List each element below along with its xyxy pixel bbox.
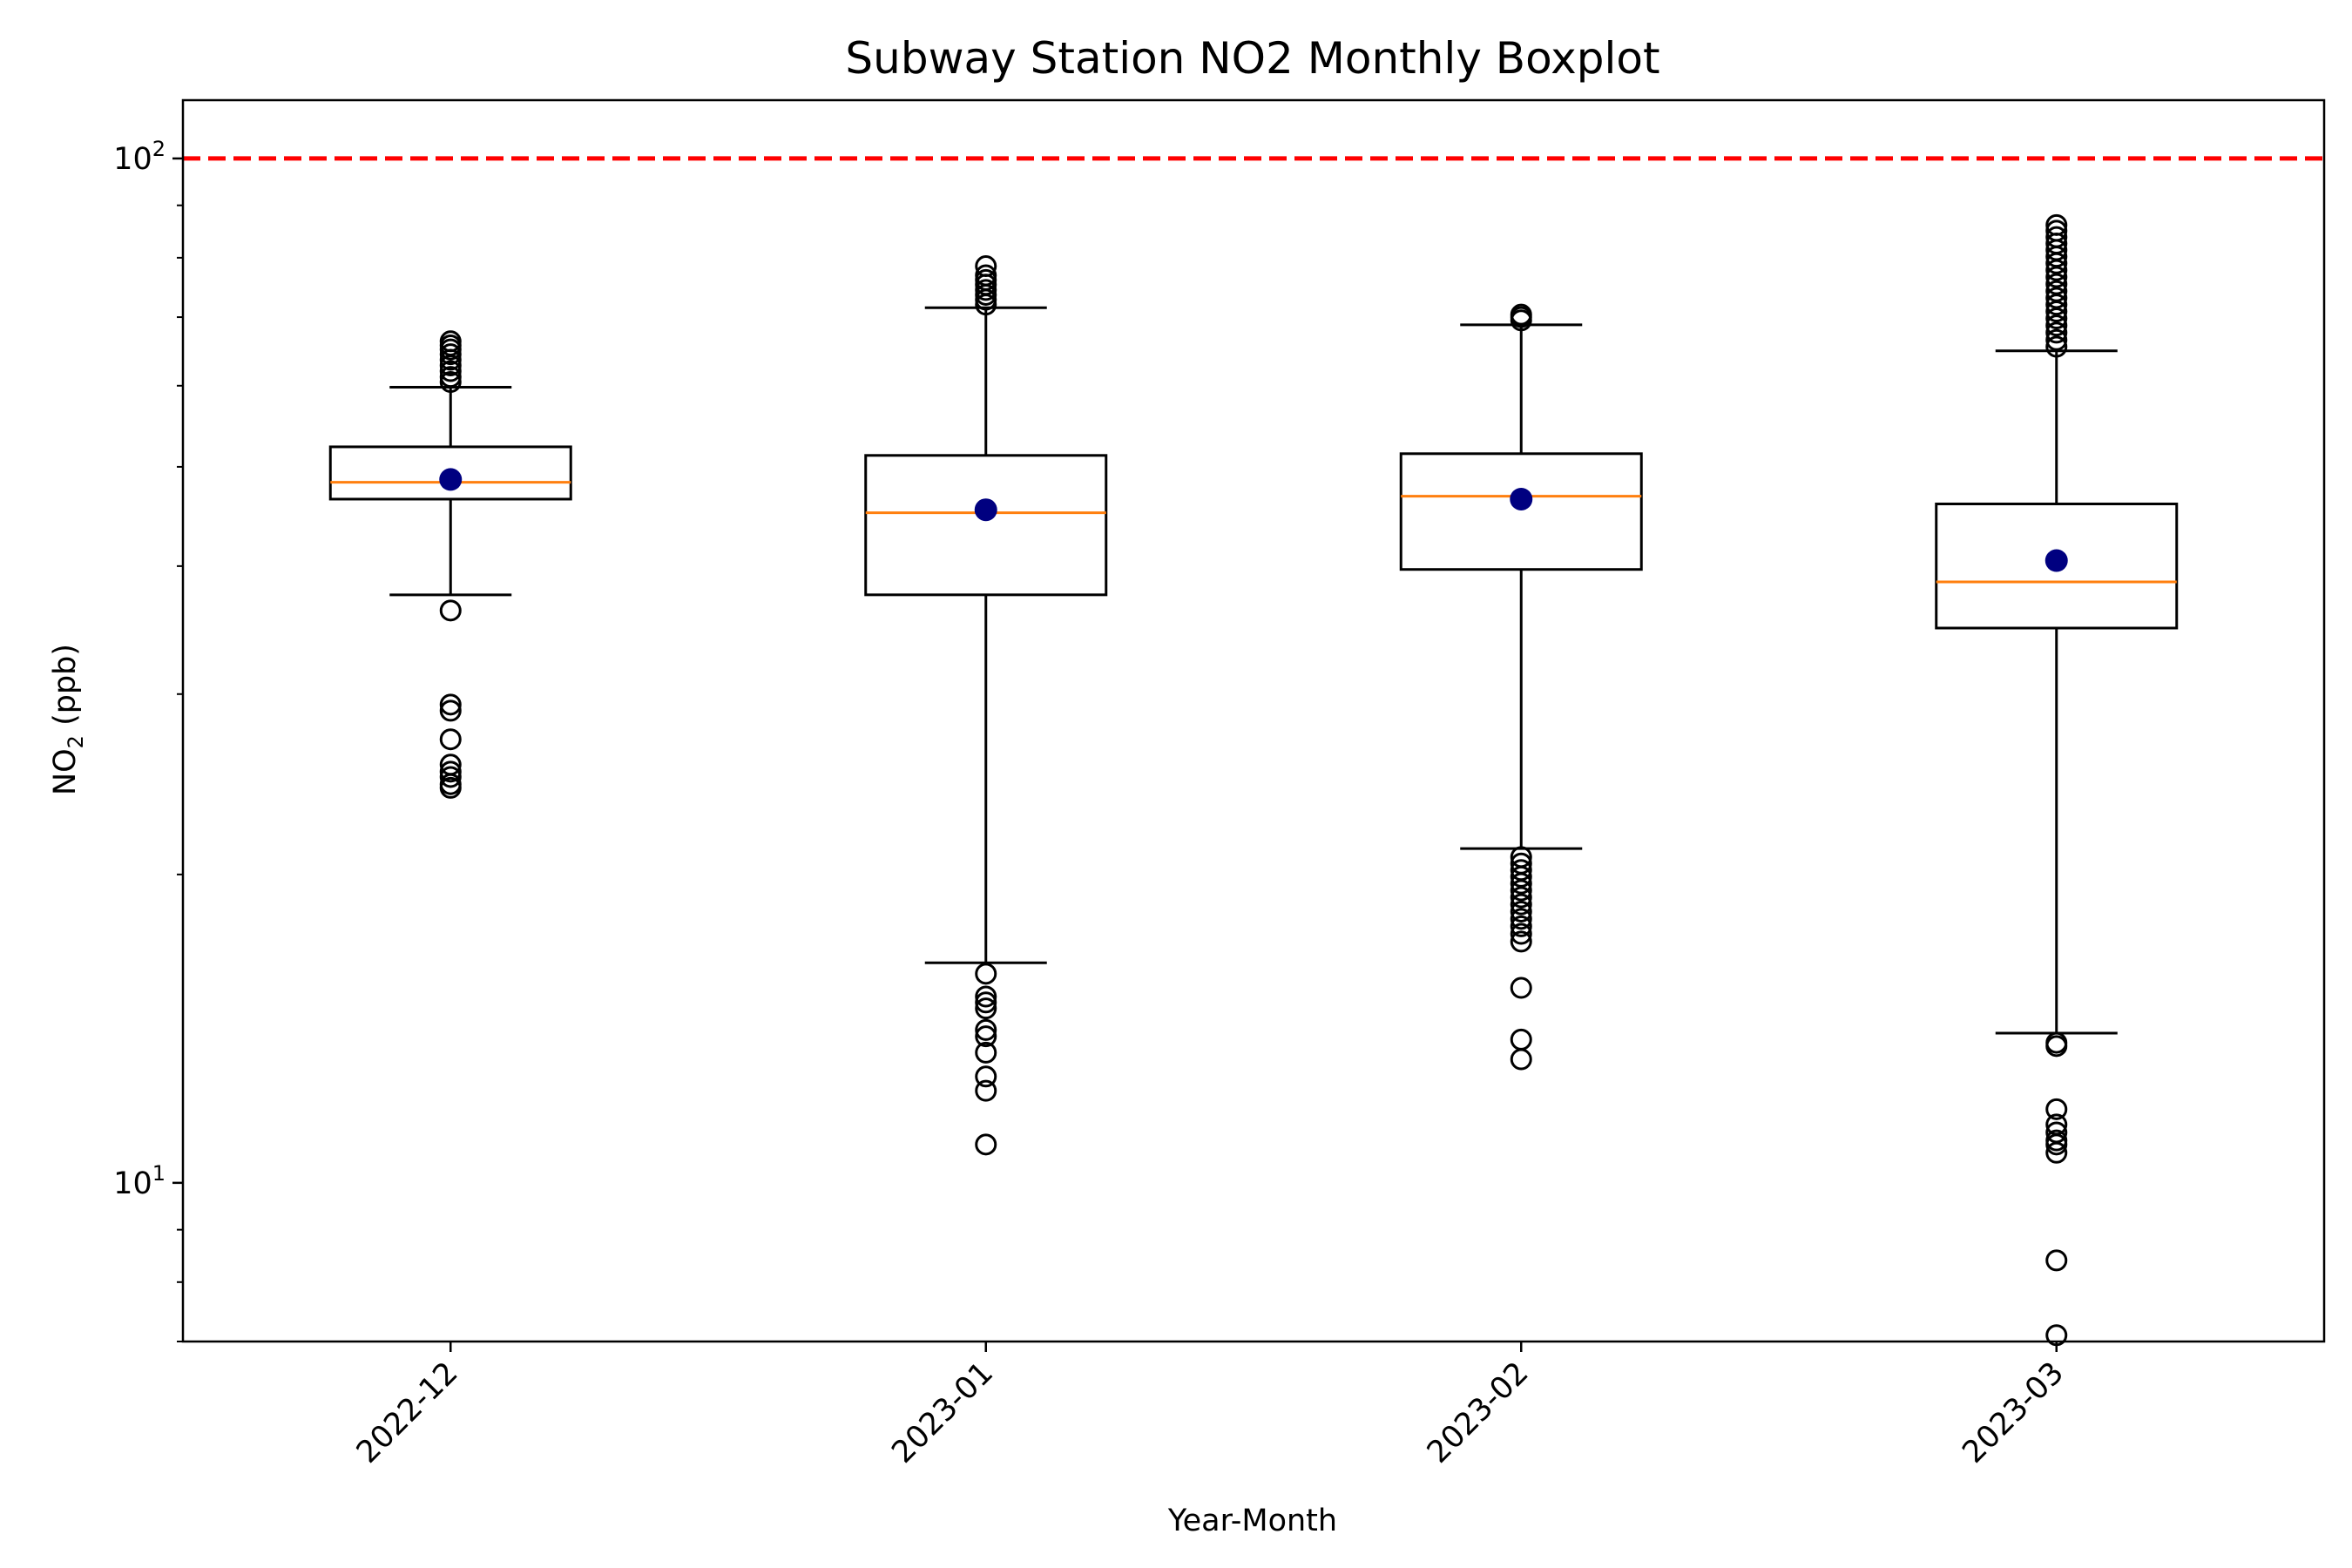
- outlier-point: [2045, 1098, 2068, 1120]
- axes-frame: [181, 98, 2326, 1343]
- y-tick-label-base: 10: [113, 142, 152, 177]
- outlier-point: [975, 985, 997, 1008]
- y-axis-label-subscript: 2: [64, 735, 88, 748]
- outlier-point: [439, 728, 462, 751]
- outlier-point: [2045, 213, 2068, 236]
- outlier-point: [2045, 280, 2068, 302]
- outlier-point: [439, 366, 462, 389]
- outlier-point: [975, 963, 997, 985]
- outlier-point: [1510, 977, 1532, 999]
- mean-marker: [974, 498, 997, 522]
- iqr-box: [1399, 452, 1643, 571]
- outlier-point: [975, 1041, 997, 1064]
- box-group-2023-03: [1935, 213, 2179, 1347]
- outlier-point: [975, 1079, 997, 1102]
- outlier-point: [975, 1065, 997, 1088]
- outlier-point: [439, 760, 462, 783]
- outlier-point: [439, 693, 462, 716]
- outlier-point: [1510, 879, 1532, 902]
- outlier-point: [2045, 226, 2068, 248]
- y-tick-label-base: 10: [113, 1166, 152, 1201]
- outlier-point: [2045, 273, 2068, 295]
- outlier-point: [2045, 1249, 2068, 1272]
- outlier-point: [1510, 915, 1532, 937]
- outlier-point: [975, 1025, 997, 1048]
- outlier-point: [975, 279, 997, 301]
- outlier-point: [439, 360, 462, 382]
- box-group-2023-02: [1399, 303, 1643, 1071]
- outlier-point: [975, 1018, 997, 1041]
- iqr-box: [328, 445, 572, 501]
- outlier-point: [439, 700, 462, 722]
- outlier-point: [1510, 872, 1532, 895]
- outlier-point: [1510, 1048, 1532, 1071]
- y-tick-label-exponent: 1: [152, 1161, 166, 1186]
- outlier-point: [1510, 930, 1532, 953]
- x-axis-label: Year-Month: [1167, 1504, 1337, 1538]
- chart-title: Subway Station NO2 Monthly Boxplot: [845, 33, 1659, 84]
- outlier-point: [2045, 220, 2068, 242]
- outlier-point: [2045, 1133, 2068, 1156]
- outlier-point: [975, 255, 997, 278]
- outlier-point: [975, 264, 997, 287]
- outlier-point: [1510, 886, 1532, 909]
- outlier-point: [2045, 314, 2068, 337]
- y-tick-label-10: 101: [113, 1161, 166, 1201]
- mean-marker: [439, 468, 463, 491]
- outlier-point: [975, 997, 997, 1020]
- outlier-point: [2045, 1035, 2068, 1058]
- iqr-box: [864, 454, 1108, 597]
- y-axis-label-main: NO: [48, 748, 83, 795]
- outlier-point: [975, 1133, 997, 1156]
- outlier-point: [2045, 321, 2068, 344]
- outlier-point: [439, 766, 462, 788]
- y-axis-label: NO2 (ppb): [48, 644, 88, 795]
- outlier-point: [1510, 865, 1532, 888]
- mean-marker: [1510, 487, 1533, 510]
- outlier-point: [439, 776, 462, 799]
- outlier-point: [1510, 303, 1532, 326]
- outlier-point: [2045, 328, 2068, 351]
- outlier-point: [439, 330, 462, 353]
- outlier-point: [1510, 900, 1532, 923]
- y-tick-label-exponent: 2: [152, 137, 166, 161]
- mean-marker: [2044, 549, 2068, 572]
- box-group-2023-01: [864, 255, 1108, 1156]
- outlier-point: [1510, 923, 1532, 945]
- y-axis-label-unit: (ppb): [48, 644, 83, 735]
- outlier-point: [1510, 908, 1532, 930]
- outlier-point: [2045, 1324, 2068, 1347]
- outlier-point: [975, 991, 997, 1014]
- outlier-point: [439, 599, 462, 622]
- box-group-2022-12: [328, 330, 572, 799]
- y-tick-label-100: 102: [113, 137, 166, 177]
- outlier-point: [2045, 1141, 2068, 1164]
- outlier-point: [2045, 308, 2068, 330]
- outlier-point: [2045, 335, 2068, 358]
- iqr-box: [1935, 502, 2179, 630]
- outlier-point: [1510, 893, 1532, 916]
- outlier-point: [2045, 287, 2068, 309]
- outlier-point: [2045, 294, 2068, 316]
